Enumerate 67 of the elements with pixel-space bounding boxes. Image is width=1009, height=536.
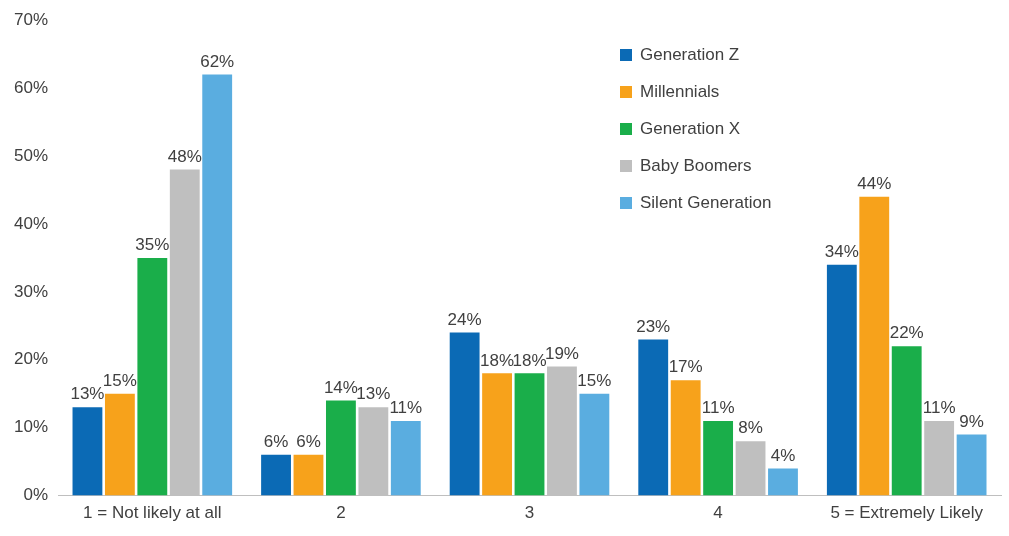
data-label: 6% bbox=[263, 432, 289, 452]
y-tick-label: 20% bbox=[13, 349, 49, 369]
y-tick-label: 10% bbox=[13, 417, 49, 437]
data-label: 35% bbox=[135, 235, 170, 255]
x-tick-label: 3 bbox=[524, 503, 535, 523]
data-label: 11% bbox=[701, 398, 735, 418]
data-label: 6% bbox=[296, 432, 321, 452]
data-label: 22% bbox=[889, 323, 924, 343]
bar bbox=[104, 393, 135, 496]
data-label: 14% bbox=[323, 377, 358, 397]
bar bbox=[859, 196, 890, 496]
data-label: 15% bbox=[102, 370, 137, 390]
bar bbox=[390, 420, 421, 496]
data-label: 11% bbox=[389, 398, 423, 418]
data-label: 23% bbox=[636, 316, 671, 336]
data-label: 4% bbox=[770, 445, 796, 465]
bar bbox=[293, 454, 324, 496]
bar bbox=[72, 407, 103, 496]
bar bbox=[449, 332, 480, 496]
bar bbox=[202, 74, 233, 496]
y-tick-label: 0% bbox=[23, 485, 49, 505]
y-tick-label: 30% bbox=[13, 281, 49, 301]
data-label: 15% bbox=[577, 370, 612, 390]
bar bbox=[261, 454, 291, 496]
legend-label: Baby Boomers bbox=[640, 155, 752, 176]
x-tick-label: 4 bbox=[713, 503, 723, 523]
y-tick-label: 70% bbox=[13, 9, 49, 29]
data-label: 8% bbox=[738, 418, 763, 438]
bar bbox=[768, 468, 798, 496]
bar bbox=[956, 434, 987, 496]
bar bbox=[137, 257, 168, 496]
bar bbox=[735, 441, 766, 496]
legend-label: Silent Generation bbox=[640, 192, 772, 213]
data-label: 44% bbox=[857, 173, 892, 193]
bar bbox=[358, 407, 389, 496]
x-tick-label: 1 = Not likely at all bbox=[83, 503, 222, 523]
y-tick-label: 60% bbox=[13, 77, 49, 97]
data-label: 18% bbox=[480, 350, 515, 370]
legend-label: Generation X bbox=[640, 118, 741, 139]
bar bbox=[547, 366, 577, 496]
data-label: 11% bbox=[922, 398, 956, 418]
legend-label: Generation Z bbox=[640, 44, 740, 65]
data-label: 13% bbox=[356, 384, 391, 404]
legend-label: Millennials bbox=[640, 81, 720, 102]
x-tick-label: 5 = Extremely Likely bbox=[830, 503, 984, 523]
data-label: 9% bbox=[959, 411, 984, 431]
data-label: 34% bbox=[824, 241, 859, 261]
y-tick-label: 50% bbox=[13, 145, 49, 165]
bar bbox=[703, 420, 734, 496]
data-label: 48% bbox=[167, 146, 202, 166]
data-label: 17% bbox=[668, 357, 703, 377]
data-label: 18% bbox=[512, 350, 547, 370]
data-label: 13% bbox=[70, 384, 105, 404]
data-label: 62% bbox=[200, 51, 235, 71]
bar bbox=[891, 346, 922, 496]
bar bbox=[924, 420, 955, 496]
y-tick-label: 40% bbox=[13, 213, 49, 233]
bar bbox=[514, 373, 545, 496]
bar bbox=[579, 393, 610, 496]
bar bbox=[169, 169, 200, 496]
bar bbox=[326, 400, 356, 496]
data-label: 24% bbox=[447, 309, 482, 329]
bar bbox=[826, 264, 857, 496]
bar bbox=[482, 373, 512, 496]
x-tick-label: 2 bbox=[336, 503, 346, 523]
bar bbox=[670, 380, 701, 496]
bar bbox=[638, 339, 669, 496]
